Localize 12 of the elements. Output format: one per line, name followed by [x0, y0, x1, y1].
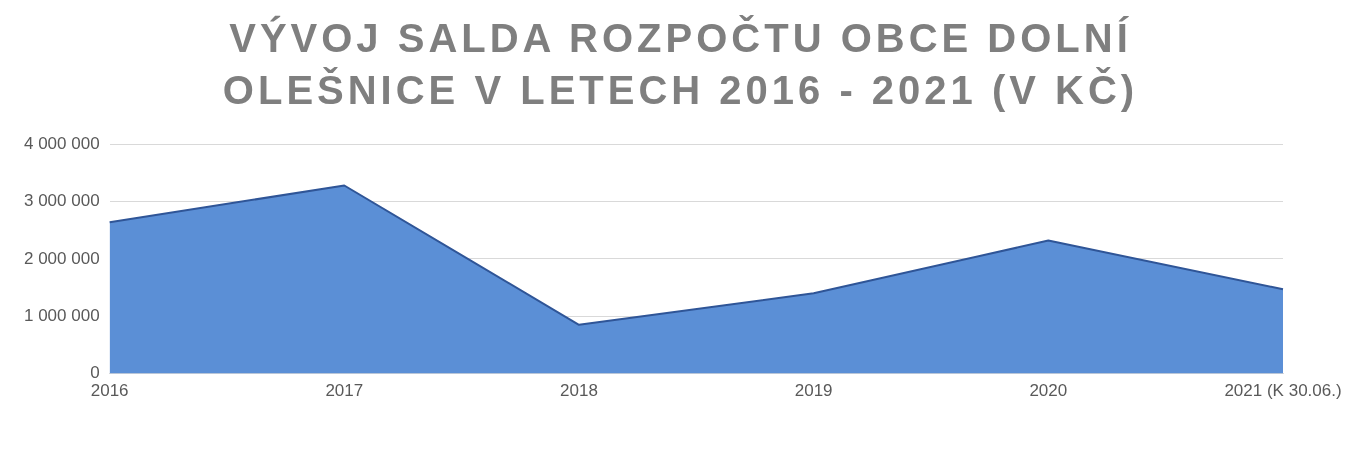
y-tick-label: 3 000 000: [23, 191, 100, 211]
chart-title: VÝVOJ SALDA ROZPOČTU OBCE DOLNÍ OLEŠNICE V LETECH 2016 - 2021 (V KČ): [221, 14, 1140, 114]
y-tick-label: 4 000 000: [23, 133, 100, 153]
y-tick-label: 2 000 000: [23, 248, 100, 268]
x-tick-label: 2019: [794, 381, 833, 401]
y-tick-label: 0: [90, 363, 100, 383]
y-tick-label: 1 000 000: [23, 305, 100, 325]
x-tick-label: 2020: [1029, 381, 1068, 401]
x-tick-label: 2017: [325, 381, 364, 401]
x-tick-label: 2018: [560, 381, 598, 401]
x-tick-label: 2016: [90, 381, 129, 401]
x-tick-label: 2021 (K 30.06.): [1224, 381, 1342, 401]
